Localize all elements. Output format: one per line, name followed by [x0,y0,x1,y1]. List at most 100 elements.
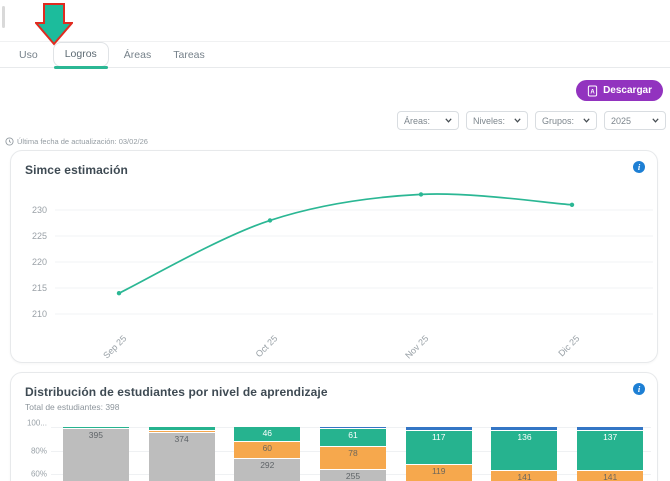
distribution-card: Distribución de estudiantes por nivel de… [10,372,658,481]
bar-segment-gray[interactable]: 292 [234,458,301,481]
bar-segment-teal[interactable]: 136 [491,429,558,471]
segment-value-label: 60 [262,442,273,453]
bar-slot: 46 60 292 [224,427,310,481]
tab-bar: Uso Logros Áreas Tareas [0,41,670,69]
bar-segment-gray[interactable]: 374 [148,432,215,481]
segment-value-label: 255 [345,471,361,481]
bar-slot: 117 119 [396,427,482,481]
y-axis-tick: 220 [32,257,47,267]
info-icon[interactable] [633,383,645,395]
clock-icon [5,137,14,146]
bar-segment-orange[interactable]: 119 [405,464,472,481]
trend-line [118,193,573,294]
segment-value-label: 119 [431,466,446,477]
bar-slot: 374 [139,427,225,481]
chevron-down-icon [652,118,659,123]
bar-segment-blue[interactable] [320,427,387,429]
segment-value-label: 61 [348,430,358,441]
stacked-bar-4: 61 78 255 [320,427,387,481]
scrollbar-fragment [2,6,5,28]
tab-uso[interactable]: Uso [19,49,38,61]
segment-value-label: 395 [88,429,103,440]
bar-segment-orange[interactable]: 60 [234,440,301,459]
pdf-file-icon: A [587,84,598,97]
data-point[interactable] [267,218,273,223]
bar-segment-orange[interactable]: 141 [577,470,644,481]
bar-segment-blue[interactable] [405,427,472,430]
y-axis-tick: 225 [32,231,47,241]
filter-select-value: 2025 [611,115,632,126]
info-icon[interactable] [633,161,645,173]
total-students-label: Total de estudiantes: 398 [25,402,120,412]
bar-segment-teal[interactable]: 61 [320,428,387,447]
y-axis-tick: 60% [30,469,47,479]
bar-segment-blue[interactable] [491,427,558,430]
segment-value-label: 374 [174,434,189,445]
stacked-bar-3: 46 60 292 [234,427,301,481]
data-point[interactable] [418,192,424,197]
filter-select-niveles[interactable]: Niveles: [466,111,528,130]
bar-slot: 136 141 [482,427,568,481]
download-button[interactable]: A Descargar [576,80,663,101]
y-axis-tick: 210 [32,309,47,319]
bar-segment-orange[interactable]: 141 [491,470,558,481]
segment-value-label: 292 [260,460,275,471]
filter-select-anio[interactable]: 2025 [604,111,666,130]
x-axis-label: Oct 25 [254,333,280,359]
filter-select-grupos[interactable]: Grupos: [535,111,597,130]
bar-segment-teal[interactable] [148,427,215,430]
bar-segment-blue[interactable] [577,427,644,430]
filter-select-value: Grupos: [542,115,575,126]
data-point[interactable] [569,202,575,207]
x-axis-label: Sep 25 [101,333,128,360]
annotation-down-arrow-icon [33,3,75,46]
x-axis-label: Nov 25 [403,333,430,360]
tab-logros[interactable]: Logros [52,42,109,69]
bar-segment-orange[interactable] [148,430,215,433]
bar-slot: 137 141 [567,427,653,481]
download-button-label: Descargar [603,85,652,96]
tab-areas[interactable]: Áreas [123,49,152,61]
segment-value-label: 46 [262,428,273,438]
bar-segment-teal[interactable] [62,427,129,428]
filter-select-value: Niveles: [473,115,506,126]
simce-card-title: Simce estimación [25,163,128,177]
distribution-bar-chart: 100... 80% 60% 395 374 46 60 292 61 78 255 117 119 13… [11,417,659,481]
y-axis-tick: 100... [26,418,47,428]
chevron-down-icon [514,118,521,123]
last-update-status: Última fecha de actualización: 03/02/26 [5,137,148,146]
bar-segment-gray[interactable]: 395 [62,427,129,481]
tab-tareas[interactable]: Tareas [173,49,205,61]
y-axis-tick: 80% [30,446,47,455]
segment-value-label: 78 [348,448,358,459]
segment-value-label: 137 [603,431,618,442]
segment-value-label: 117 [431,431,446,442]
bar-slot: 395 [53,427,139,481]
filters-row: Áreas: Niveles: Grupos: 2025 [397,111,666,130]
stacked-bar-5: 117 119 [405,427,472,481]
chevron-down-icon [445,118,452,123]
bar-slot: 61 78 255 [310,427,396,481]
svg-text:A: A [590,89,595,95]
y-axis-tick: 215 [32,283,47,293]
y-axis-tick: 230 [32,205,47,215]
stacked-bar-7: 137 141 [577,427,644,481]
bars-row: 395 374 46 60 292 61 78 255 117 119 136 141 137 141 [53,427,653,481]
filter-select-areas[interactable]: Áreas: [397,111,459,130]
segment-value-label: 136 [517,431,532,442]
bar-segment-gray[interactable]: 255 [320,469,387,481]
bar-segment-teal[interactable]: 117 [405,429,472,465]
data-point[interactable] [116,291,122,296]
bar-segment-teal[interactable]: 46 [234,427,301,441]
stacked-bar-2: 374 [148,427,215,481]
stacked-bar-1: 395 [62,427,129,481]
simce-line-chart: 210 215 220 225 230 Sep 25 Oct 25 Nov 25 Dic 25 [32,192,653,361]
chevron-down-icon [583,118,590,123]
last-update-text: Última fecha de actualización: 03/02/26 [17,137,148,146]
bar-segment-orange[interactable]: 78 [320,446,387,470]
bar-segment-teal[interactable]: 137 [577,429,644,471]
segment-value-label: 141 [603,472,618,481]
x-axis-label: Dic 25 [556,333,581,358]
distribution-card-title: Distribución de estudiantes por nivel de… [25,385,328,399]
